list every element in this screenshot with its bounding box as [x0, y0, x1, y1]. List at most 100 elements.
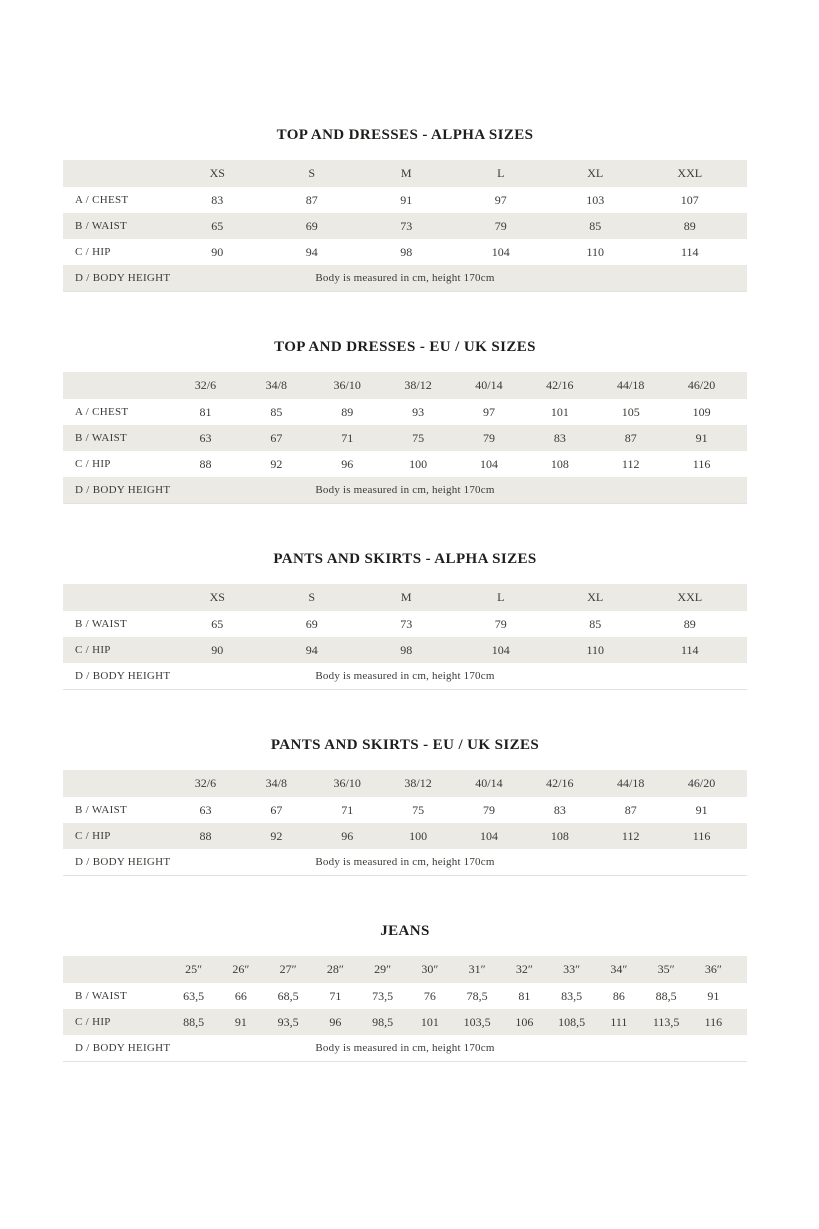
measurement-value: 71	[341, 802, 354, 817]
measurement-value: 110	[586, 244, 605, 259]
size-table: XS S M L XL XXL A / CHEST 83 87 91 97 103 107 B / WAI…	[63, 160, 747, 292]
column-header: 25″	[185, 962, 203, 976]
measurement-value: 94	[305, 244, 318, 259]
measurement-value: 83	[211, 192, 224, 207]
body-height-row: D / BODY HEIGHT Body is measured in cm, h…	[63, 265, 747, 291]
table-header-row: XS S M L XL XXL	[63, 160, 747, 187]
measurement-value: 114	[680, 244, 699, 259]
measurement-value: 116	[692, 828, 711, 843]
measurement-value: 108,5	[558, 1014, 586, 1029]
column-header: XS	[209, 590, 225, 604]
body-height-row: D / BODY HEIGHT Body is measured in cm, h…	[63, 477, 747, 503]
column-header: 35″	[657, 962, 675, 976]
measurement-value: 91	[707, 988, 720, 1003]
column-header: S	[308, 590, 316, 604]
measurement-value: 73	[400, 616, 413, 631]
measurement-value: 97	[482, 404, 495, 419]
table-title: TOP AND DRESSES - EU / UK SIZES	[274, 339, 536, 355]
measurement-value: 103,5	[463, 1014, 491, 1029]
table-row: C / HIP 90 94 98 104 110 114	[63, 239, 747, 265]
measurement-value: 71	[341, 430, 354, 445]
measurement-value: 106	[515, 1014, 534, 1029]
measurement-value: 91	[234, 1014, 247, 1029]
measurement-value: 78,5	[466, 988, 488, 1003]
body-height-row: D / BODY HEIGHT Body is measured in cm, h…	[63, 663, 747, 689]
measurement-value: 85	[589, 218, 602, 233]
row-label: B / WAIST	[75, 432, 128, 444]
size-table-section-3: PANTS AND SKIRTS - ALPHA SIZES XS S M L XL XXL…	[63, 550, 747, 690]
measurement-value: 104	[479, 456, 498, 471]
column-header: 30″	[421, 962, 439, 976]
size-table: XS S M L XL XXL B / WAIST 65 69 73 79 85 89 C / HIP 90…	[63, 584, 747, 690]
table-row: A / CHEST 81 85 89 93 97 101 105 109	[63, 399, 747, 425]
measurement-value: 85	[589, 616, 602, 631]
row-label: C / HIP	[75, 246, 111, 258]
row-label: C / HIP	[75, 830, 111, 842]
measurement-value: 109	[692, 404, 711, 419]
measurement-value: 65	[211, 218, 224, 233]
measurement-value: 110	[586, 642, 605, 657]
column-header: 40/14	[475, 776, 503, 790]
table-row: C / HIP 88 92 96 100 104 108 112 116	[63, 823, 747, 849]
row-label: D / BODY HEIGHT	[75, 484, 171, 496]
row-label: A / CHEST	[75, 406, 129, 418]
measurement-value: 65	[211, 616, 224, 631]
measurement-value: 91	[695, 430, 708, 445]
measurement-value: 111	[610, 1014, 628, 1029]
column-header: 34/8	[265, 776, 287, 790]
column-header: XS	[209, 166, 225, 180]
measurement-value: 98	[400, 244, 413, 259]
measurement-value: 104	[479, 828, 498, 843]
row-label: B / WAIST	[75, 618, 128, 630]
column-header: 38/12	[404, 776, 432, 790]
measurement-value: 116	[692, 456, 711, 471]
column-header: 32/6	[194, 776, 217, 790]
measurement-value: 67	[270, 430, 283, 445]
body-height-row: D / BODY HEIGHT Body is measured in cm, h…	[63, 1035, 747, 1061]
measurement-value: 67	[270, 802, 283, 817]
table-header-row: 25″ 26″ 27″ 28″ 29″ 30″ 31″ 32″ 33″ 34″ 35″ 36″	[63, 956, 747, 983]
size-tables-container: TOP AND DRESSES - ALPHA SIZES XS S M L XL XXL A…	[63, 126, 747, 1062]
measurement-value: 87	[305, 192, 318, 207]
table-title: PANTS AND SKIRTS - ALPHA SIZES	[273, 551, 537, 567]
measurement-value: 68,5	[277, 988, 299, 1003]
size-table: 25″ 26″ 27″ 28″ 29″ 30″ 31″ 32″ 33″ 34″ 35″ 36″ B / …	[63, 956, 747, 1062]
table-header-row: 32/6 34/8 36/10 38/12 40/14 42/16 44/18 46/20	[63, 372, 747, 399]
column-header: 29″	[374, 962, 392, 976]
measurement-value: 92	[270, 456, 283, 471]
column-header: 40/14	[475, 378, 503, 392]
measurement-value: 73	[400, 218, 413, 233]
measurement-value: 104	[491, 244, 510, 259]
measurement-value: 79	[494, 218, 507, 233]
measurement-value: 69	[305, 218, 318, 233]
column-header: L	[497, 166, 505, 180]
column-header: 32/6	[194, 378, 217, 392]
measurement-value: 97	[494, 192, 507, 207]
body-height-row: D / BODY HEIGHT Body is measured in cm, h…	[63, 849, 747, 875]
measurement-value: 63	[199, 802, 212, 817]
measurement-value: 73,5	[372, 988, 394, 1003]
column-header: M	[400, 590, 412, 604]
measurement-value: 66	[234, 988, 247, 1003]
column-header: 42/16	[546, 776, 574, 790]
row-label: D / BODY HEIGHT	[75, 670, 171, 682]
column-header: 44/18	[617, 378, 645, 392]
measurement-value: 105	[621, 404, 640, 419]
measurement-value: 112	[621, 828, 640, 843]
measurement-value: 116	[704, 1014, 723, 1029]
measurement-value: 89	[683, 218, 696, 233]
column-header: 33″	[563, 962, 581, 976]
measurement-value: 81	[518, 988, 531, 1003]
table-row: C / HIP 88,5 91 93,5 96 98,5 101 103,5 106 108,5 1…	[63, 1009, 747, 1035]
table-title: TOP AND DRESSES - ALPHA SIZES	[276, 127, 534, 143]
table-row: B / WAIST 63,5 66 68,5 71 73,5 76 78,5 81 83,5 86 8…	[63, 983, 747, 1009]
column-header: L	[497, 590, 505, 604]
measurement-value: 96	[341, 828, 354, 843]
column-header: 26″	[232, 962, 250, 976]
measurement-value: 96	[341, 456, 354, 471]
table-row: C / HIP 88 92 96 100 104 108 112 116	[63, 451, 747, 477]
column-header: 36/10	[333, 776, 361, 790]
table-title: PANTS AND SKIRTS - EU / UK SIZES	[270, 737, 540, 753]
column-header: 28″	[326, 962, 344, 976]
size-guide-page: TOP AND DRESSES - ALPHA SIZES XS S M L XL XXL A…	[63, 0, 747, 1062]
